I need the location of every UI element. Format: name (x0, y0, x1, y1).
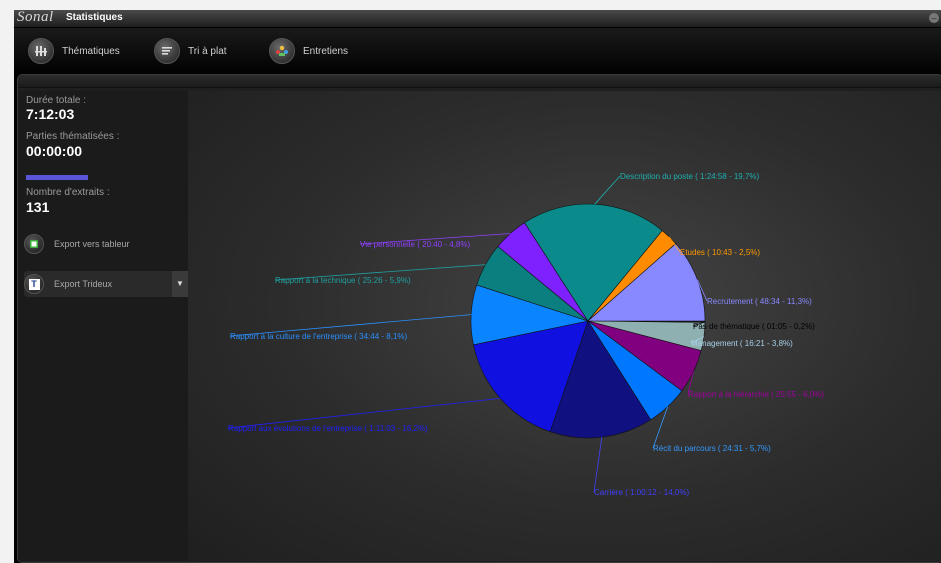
pie-chart: Pas de thématique ( 01:05 - 0,2%) Managem… (227, 172, 824, 497)
thematiques-label: Thématiques (62, 45, 120, 57)
pie-slice-label: Rapport à la culture de l'entreprise ( 3… (230, 332, 408, 341)
entretiens-button[interactable]: Entretiens (269, 38, 348, 64)
pie-slice-label: Récit du parcours ( 24:31 - 5,7%) (653, 444, 771, 453)
sonal-logo: Sonal (17, 10, 54, 25)
pie-leader-line (692, 321, 706, 327)
tri-a-plat-label: Tri à plat (188, 45, 227, 57)
duree-totale-value: 7:12:03 (26, 106, 75, 122)
pie-slice-label: Rapport à la technique ( 25:26 - 5,9%) (275, 276, 411, 285)
pie-slice-label: Etudes ( 10:43 - 2,5%) (680, 248, 760, 257)
pie-leader-line (359, 233, 511, 245)
export-trideux-control: T Export Trideux ▼ (24, 271, 188, 297)
pie-leader-line (652, 406, 669, 449)
pie-slice-label: Pas de thématique ( 01:05 - 0,2%) (693, 322, 815, 331)
entretiens-label: Entretiens (303, 45, 349, 57)
thematised-progress-bar (26, 175, 88, 180)
pie-leader-line (687, 371, 694, 395)
pie-slice-label: Recrutement ( 48:34 - 11,3%) (707, 297, 812, 306)
pie-slice (587, 243, 706, 322)
pie-chart-area: Pas de thématique ( 01:05 - 0,2%) Managem… (188, 91, 941, 561)
pie-slice-label: Rapport à la hiérarchie ( 25:55 - 6,0%) (688, 390, 824, 399)
nombre-extraits-value: 131 (26, 199, 50, 215)
pie-leader-line (690, 336, 705, 344)
export-tableur-label: Export vers tableur (54, 239, 130, 249)
statistics-window: Sonal Statistiques – Thématiques Tri à p… (14, 10, 941, 563)
pie-slice-label: Carrière ( 1:00:12 - 14,0%) (594, 488, 689, 497)
parties-thematisees-value: 00:00:00 (26, 143, 83, 159)
pie-slice (524, 203, 663, 322)
title-bar: Sonal Statistiques – (14, 10, 941, 28)
parties-thematisees-label: Parties thématisées : (26, 131, 120, 142)
duree-totale-label: Durée totale : (26, 95, 87, 106)
export-trideux-button[interactable]: T Export Trideux (24, 274, 112, 294)
main-panel: Durée totale : 7:12:03 Parties thématisé… (17, 74, 941, 563)
spreadsheet-icon (24, 234, 44, 254)
list-icon (154, 38, 180, 64)
pie-leader-line (229, 314, 472, 337)
pie-slice-label: Rapport aux évolutions de l'entreprise (… (228, 424, 428, 433)
export-tableur-button[interactable]: Export vers tableur (24, 234, 130, 254)
window-minimize-button[interactable]: – (929, 13, 939, 23)
pie-leader-line (697, 279, 708, 302)
grid-icon (28, 38, 54, 64)
toolbar: Thématiques Tri à plat Entretiens (14, 28, 941, 76)
pie-slice-label: Vie personnelle ( 20:40 - 4,8%) (360, 240, 470, 249)
people-icon (269, 38, 295, 64)
thematiques-button[interactable]: Thématiques (28, 38, 120, 64)
export-trideux-label: Export Trideux (54, 279, 113, 289)
window-title: Statistiques (66, 12, 123, 23)
stats-sidebar: Durée totale : 7:12:03 Parties thématisé… (18, 91, 188, 561)
pie-leader-line (274, 264, 486, 281)
pie-slice-label: Description du poste ( 1:24:58 - 19,7%) (620, 172, 760, 181)
pie-leader-line (594, 175, 621, 205)
panel-header (18, 75, 941, 88)
export-dropdown-arrow-icon[interactable]: ▼ (172, 271, 188, 297)
pie-leader-line (593, 437, 603, 493)
nombre-extraits-label: Nombre d'extraits : (26, 187, 110, 198)
pie-leader-line (668, 236, 681, 253)
pie-leader-line (227, 398, 501, 429)
tri-a-plat-button[interactable]: Tri à plat (154, 38, 227, 64)
trideux-icon: T (24, 274, 44, 294)
pie-slice-label: Management ( 16:21 - 3,8%) (691, 339, 793, 348)
